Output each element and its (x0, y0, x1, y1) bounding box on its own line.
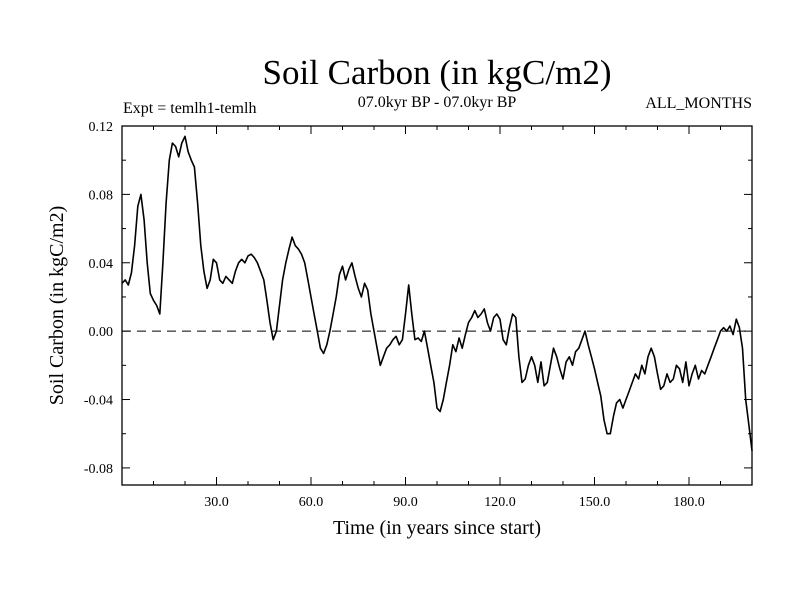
x-tick-label: 90.0 (393, 495, 418, 510)
plot-frame (121, 125, 753, 486)
y-axis-label: Soil Carbon (in kgC/m2) (46, 206, 68, 405)
y-tick-label: 0.00 (89, 325, 114, 340)
y-tick-label: 0.04 (89, 257, 114, 272)
x-axis-label: Time (in years since start) (333, 517, 541, 539)
time-period-label: 07.0kyr BP - 07.0kyr BP (358, 94, 517, 111)
y-tick-label: 0.08 (89, 188, 114, 203)
series-line (121, 135, 753, 451)
experiment-label: Expt = temlh1-temlh (123, 100, 256, 117)
x-tick-label: 120.0 (484, 495, 516, 510)
months-label: ALL_MONTHS (645, 95, 752, 112)
y-tick-label: 0.12 (89, 120, 114, 135)
x-tick-label: 60.0 (299, 495, 324, 510)
y-tick-label: -0.08 (84, 462, 113, 477)
x-tick-label: 30.0 (204, 495, 229, 510)
y-tick-label: -0.04 (84, 394, 113, 409)
x-tick-label: 150.0 (579, 495, 611, 510)
x-tick-label: 180.0 (673, 495, 705, 510)
chart-title: Soil Carbon (in kgC/m2) (262, 53, 611, 92)
